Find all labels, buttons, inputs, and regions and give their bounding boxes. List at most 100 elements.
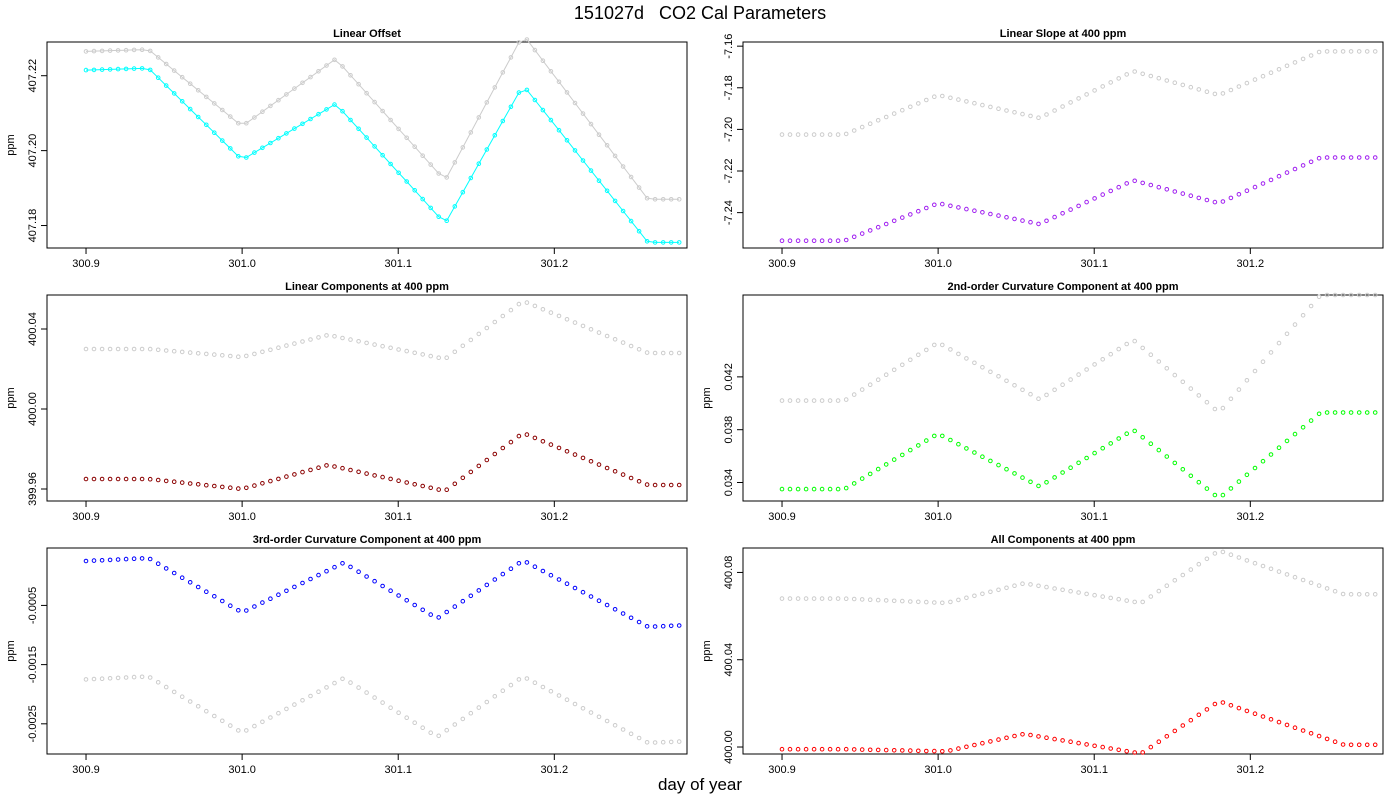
data-point (924, 438, 929, 443)
data-point (163, 61, 169, 67)
data-point (1356, 155, 1362, 160)
data-point (803, 132, 809, 137)
data-point (956, 205, 961, 210)
data-point (956, 351, 961, 357)
data-point (1068, 465, 1073, 471)
data-point (99, 558, 105, 563)
data-point (1140, 345, 1145, 351)
data-point (1124, 341, 1129, 347)
data-point (171, 348, 177, 354)
data-point (1116, 747, 1121, 753)
plot-frame (46, 41, 688, 249)
data-point (532, 47, 538, 53)
data-point (1244, 80, 1250, 86)
data-point (1348, 155, 1354, 160)
data-point (220, 107, 225, 113)
data-point (1100, 594, 1105, 599)
data-point (843, 485, 849, 491)
plot-frame (46, 294, 688, 502)
data-point (1236, 555, 1242, 560)
data-point (779, 596, 785, 601)
data-point (795, 132, 801, 137)
data-point (1156, 359, 1162, 364)
data-point (1132, 69, 1137, 74)
data-point (1356, 292, 1362, 298)
data-point (1364, 292, 1370, 298)
data-point (908, 212, 913, 217)
data-point (532, 303, 538, 309)
y-tick-label: 407.18 (27, 209, 39, 243)
data-point (460, 343, 466, 349)
data-point (1084, 367, 1089, 372)
data-point (1164, 78, 1170, 83)
data-point (139, 346, 145, 352)
data-point (284, 92, 289, 97)
data-point (1180, 723, 1186, 728)
data-point (228, 723, 233, 728)
data-point (1292, 574, 1298, 580)
data-point (1084, 92, 1089, 97)
data-point (1044, 584, 1049, 590)
data-point (795, 596, 801, 601)
series-2 (779, 410, 1378, 498)
data-point (244, 120, 249, 126)
data-point (980, 591, 985, 597)
x-tick-label: 301.1 (1080, 511, 1108, 523)
data-point (612, 198, 618, 204)
data-point (171, 91, 177, 96)
y-axis-label: ppm (701, 387, 713, 408)
data-point (236, 120, 241, 126)
data-point (1076, 96, 1081, 101)
data-point (628, 343, 634, 349)
data-point (916, 599, 921, 605)
data-point (163, 684, 169, 690)
data-point (171, 570, 177, 576)
data-point (891, 457, 897, 462)
data-point (204, 122, 209, 128)
data-point (980, 740, 985, 746)
data-point (1148, 441, 1154, 447)
data-point (107, 48, 113, 53)
data-point (212, 594, 217, 599)
x-tick-label: 301.0 (924, 764, 952, 775)
data-point (1084, 199, 1089, 205)
data-point (564, 581, 570, 587)
data-point (883, 462, 889, 467)
data-point (620, 340, 626, 345)
data-point (420, 725, 426, 731)
series-2 (779, 155, 1378, 243)
data-point (1028, 732, 1033, 738)
data-point (644, 482, 650, 487)
data-point (356, 126, 361, 132)
data-point (819, 238, 825, 243)
data-point (588, 459, 594, 464)
data-point (155, 347, 161, 353)
data-point (652, 197, 658, 202)
y-tick-label: 400.08 (723, 556, 735, 590)
data-point (404, 715, 410, 721)
data-point (1364, 49, 1370, 54)
data-point (908, 357, 913, 363)
data-point (396, 347, 401, 352)
data-point (636, 185, 642, 190)
data-point (1204, 707, 1210, 712)
data-point (1196, 712, 1202, 718)
data-point (388, 476, 393, 482)
y-tick-label: -7.18 (723, 75, 735, 100)
data-point (843, 746, 849, 752)
data-point (588, 327, 594, 332)
data-point (187, 81, 193, 86)
data-point (980, 454, 985, 460)
data-point (412, 188, 418, 193)
data-point (1076, 460, 1081, 466)
data-point (83, 677, 89, 682)
data-point (260, 481, 265, 486)
data-point (1212, 91, 1218, 97)
data-point (516, 677, 522, 682)
panel-1: Linear Offset 300.9 301.0 301.1 301.2 407.18 4… (5, 28, 688, 270)
data-point (428, 485, 434, 491)
data-point (332, 564, 337, 570)
data-point (988, 104, 993, 110)
data-point (636, 479, 642, 484)
data-point (356, 569, 361, 575)
